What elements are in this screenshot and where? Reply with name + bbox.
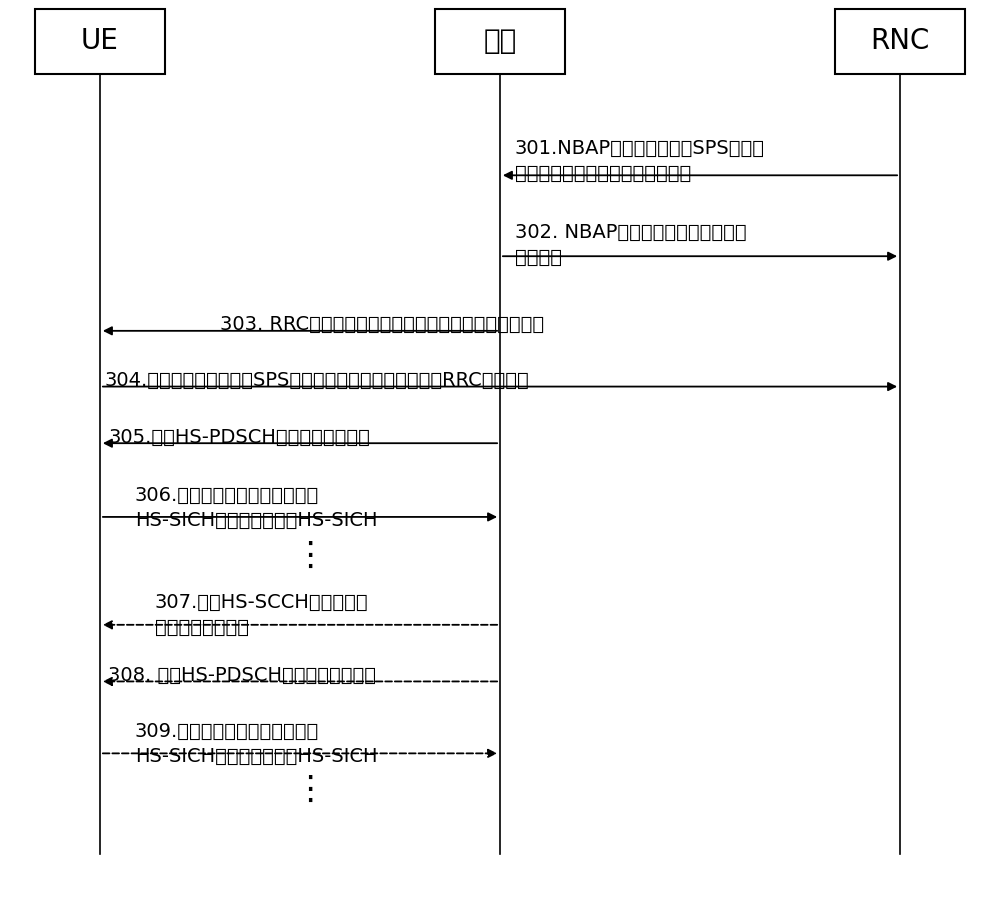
Bar	[35, 9, 165, 74]
Text: RNC: RNC	[870, 27, 930, 56]
Text: 309.使用同步参数、同步命令对
HS-SICH同步调整，发送HS-SICH: 309.使用同步参数、同步命令对 HS-SICH同步调整，发送HS-SICH	[135, 722, 378, 766]
Text: 基站: 基站	[483, 27, 517, 56]
Text: 307.发送HS-SCCH（修改后的
接收格式的索引）: 307.发送HS-SCCH（修改后的 接收格式的索引）	[155, 593, 369, 637]
Bar	[435, 9, 565, 74]
Text: 306.使用同步参数、同步命令对
HS-SICH同步调整，发送HS-SICH: 306.使用同步参数、同步命令对 HS-SICH同步调整，发送HS-SICH	[135, 485, 378, 530]
Text: UE: UE	[81, 27, 119, 56]
Text: 305.发送HS-PDSCH（携带同步命令）: 305.发送HS-PDSCH（携带同步命令）	[108, 428, 370, 447]
Text: ⋮: ⋮	[293, 539, 327, 572]
Text: 308. 发送HS-PDSCH（携带同步命令）: 308. 发送HS-PDSCH（携带同步命令）	[108, 666, 376, 685]
Text: 301.NBAP消息（包含下行SPS资源和
对应的同步参数的接收格式列表）: 301.NBAP消息（包含下行SPS资源和 对应的同步参数的接收格式列表）	[515, 139, 765, 183]
Text: 303. RRC消息（初始接收格式的索引和接收格式列表）: 303. RRC消息（初始接收格式的索引和接收格式列表）	[220, 315, 544, 334]
Text: 302. NBAP响应消息（初始接收格式
的索引）: 302. NBAP响应消息（初始接收格式 的索引）	[515, 223, 747, 267]
Bar	[835, 9, 965, 74]
Text: 304.确定初始使用的下行SPS资源，对应的同步参数，发送RRC响应消息: 304.确定初始使用的下行SPS资源，对应的同步参数，发送RRC响应消息	[105, 371, 530, 390]
Text: ⋮: ⋮	[293, 773, 327, 806]
